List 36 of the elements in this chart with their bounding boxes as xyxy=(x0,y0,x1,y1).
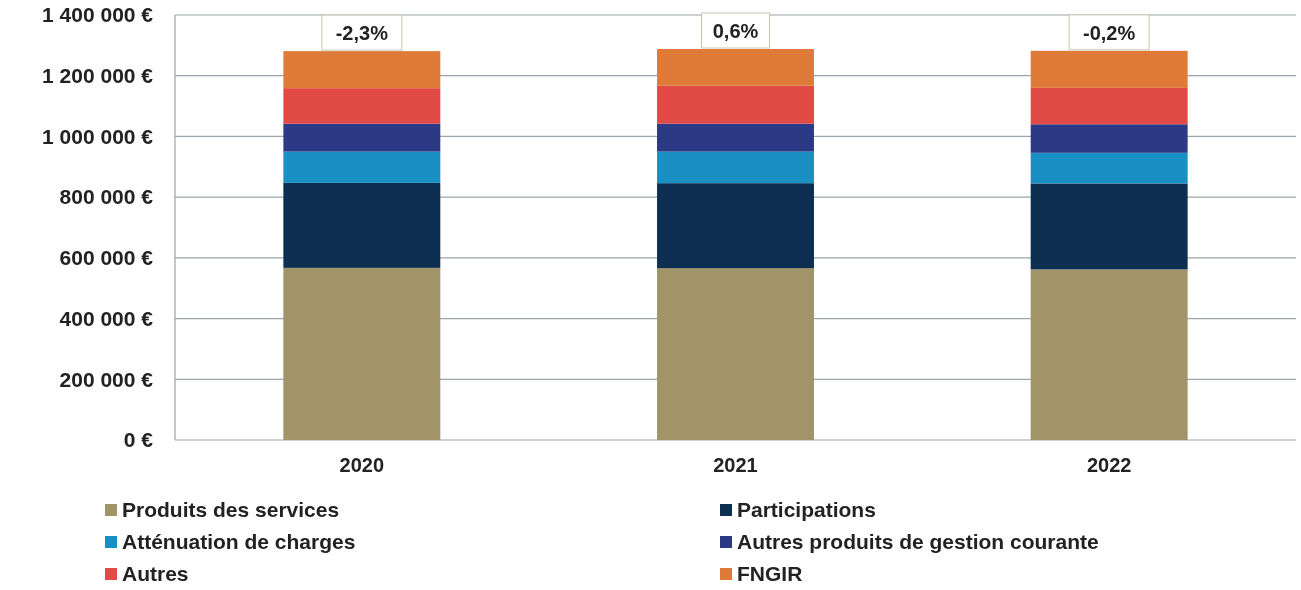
bar xyxy=(657,49,814,86)
bar xyxy=(657,268,814,440)
bar xyxy=(657,151,814,184)
y-tick-label: 1 000 000 € xyxy=(42,124,154,148)
y-tick-label: 800 000 € xyxy=(59,185,154,209)
y-tick-label: 600 000 € xyxy=(59,246,154,270)
annotation: -2,3% xyxy=(335,22,389,45)
y-tick-label: 1 200 000 € xyxy=(42,64,154,88)
bar xyxy=(283,123,441,152)
y-tick-label: 1 400 000 € xyxy=(42,3,154,27)
legend-label: Atténuation de charges xyxy=(122,530,356,554)
y-tick-label: 0 € xyxy=(123,428,154,452)
bar xyxy=(1030,183,1188,270)
legend-label: Autres xyxy=(122,562,189,586)
x-tick-label: 2021 xyxy=(713,454,758,476)
x-tick-label: 2022 xyxy=(1086,454,1132,476)
y-tick-label: 400 000 € xyxy=(59,306,154,330)
legend-label: Autres produits de gestion courante xyxy=(737,530,1099,554)
bar xyxy=(283,88,441,124)
bar xyxy=(283,182,441,268)
bar xyxy=(657,123,814,152)
bar xyxy=(1030,87,1188,125)
bar xyxy=(1030,124,1188,153)
legend-label: Participations xyxy=(737,498,876,522)
bar xyxy=(1030,152,1188,184)
annotation: -0,2% xyxy=(1083,21,1136,44)
annotation: 0,6% xyxy=(712,20,759,42)
y-tick-label: 200 000 € xyxy=(59,367,154,391)
legend-label: Produits des services xyxy=(122,498,340,522)
bar xyxy=(657,183,814,269)
bar xyxy=(283,267,441,440)
bar xyxy=(1030,269,1188,440)
bar xyxy=(657,85,814,124)
x-tick-label: 2020 xyxy=(339,454,385,476)
legend-label: FNGIR xyxy=(737,562,803,586)
bar xyxy=(283,151,441,183)
